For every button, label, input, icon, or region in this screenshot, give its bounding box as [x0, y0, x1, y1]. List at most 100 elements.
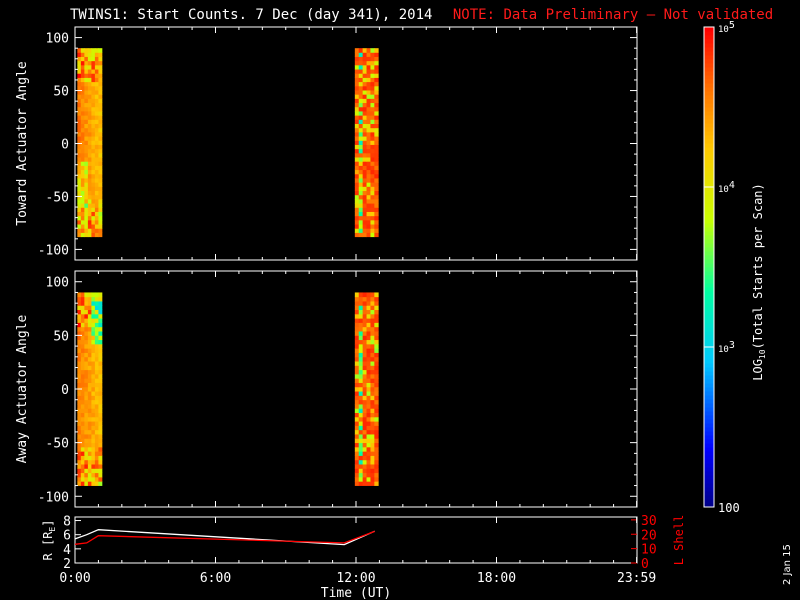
heatmap-cell — [84, 348, 89, 353]
heatmap-cell — [374, 412, 379, 418]
heatmap-cell — [94, 178, 99, 183]
heatmap-cell — [91, 296, 96, 302]
heatmap-cell — [94, 404, 99, 409]
heatmap-cell — [84, 305, 89, 311]
heatmap-cell — [91, 343, 96, 349]
heatmap-cell — [87, 429, 92, 435]
heatmap-cell — [370, 429, 375, 435]
heatmap-cell — [87, 365, 92, 371]
heatmap-cell — [98, 468, 103, 474]
heatmap-cell — [362, 152, 367, 158]
heatmap-cell — [80, 182, 85, 187]
heatmap-cell — [374, 232, 379, 238]
heatmap-cell — [84, 123, 89, 129]
heatmap-cell — [374, 356, 379, 362]
heatmap-cell — [87, 144, 92, 150]
colorbar-segment — [704, 471, 714, 476]
colorbar-segment — [704, 215, 714, 220]
heatmap-cell — [354, 421, 360, 426]
heatmap-cell — [358, 194, 364, 200]
heatmap-cell — [94, 356, 99, 362]
heatmap-cell — [362, 339, 367, 345]
heatmap-cell — [84, 228, 89, 233]
heatmap-cell — [77, 123, 82, 129]
heatmap-cell — [374, 468, 379, 474]
heatmap-cell — [94, 224, 99, 229]
heatmap-cell — [80, 404, 85, 409]
heatmap-cell — [77, 339, 82, 345]
heatmap-cell — [98, 173, 103, 179]
heatmap-cell — [77, 313, 82, 319]
heatmap-cell — [87, 73, 92, 78]
heatmap-cell — [87, 305, 92, 311]
heatmap-cell — [84, 207, 89, 212]
heatmap-cell — [87, 127, 92, 133]
heatmap-cell — [362, 232, 367, 238]
heatmap-cell — [84, 421, 89, 426]
heatmap-cell — [80, 178, 85, 183]
heatmap-cell — [358, 81, 364, 87]
heatmap-cell — [80, 60, 85, 66]
colorbar-segment — [704, 483, 714, 488]
heatmap-cell — [77, 136, 82, 141]
heatmap-cell — [358, 228, 364, 233]
heatmap-cell — [98, 352, 103, 358]
heatmap-cell — [77, 335, 82, 341]
heatmap-cell — [84, 343, 89, 349]
heatmap-cell — [80, 169, 85, 175]
heatmap-cell — [91, 228, 96, 233]
heatmap-cell — [87, 476, 92, 482]
heatmap-cell — [77, 446, 82, 452]
heatmap-cell — [354, 296, 360, 302]
heatmap-cell — [91, 399, 96, 405]
heatmap-cell — [94, 169, 99, 175]
heatmap-cell — [98, 207, 103, 212]
heatmap-cell — [354, 215, 360, 221]
heatmap-cell — [87, 232, 92, 238]
heatmap-cell — [374, 81, 379, 87]
heatmap-cell — [91, 464, 96, 469]
heatmap-cell — [94, 115, 99, 120]
heatmap-cell — [87, 348, 92, 353]
colorbar-segment — [704, 175, 714, 180]
colorbar-segment — [704, 479, 714, 484]
x-tick-label: 18:00 — [477, 571, 516, 586]
heatmap-cell — [91, 232, 96, 238]
heatmap-cell — [358, 52, 364, 57]
heatmap-cell — [362, 425, 367, 431]
heatmap-cell — [98, 318, 103, 323]
heatmap-cell — [366, 52, 371, 57]
colorbar-segment — [704, 435, 714, 440]
colorbar-segment — [704, 403, 714, 408]
heatmap-cell — [91, 203, 96, 208]
heatmap-cell — [84, 136, 89, 141]
heatmap-cell — [354, 199, 360, 204]
heatmap-cell — [84, 391, 89, 396]
heatmap-cell — [91, 148, 96, 154]
heatmap-cell — [374, 365, 379, 371]
heatmap-cell — [370, 386, 375, 392]
heatmap-cell — [358, 56, 364, 62]
heatmap-cell — [370, 451, 375, 456]
heatmap-cell — [77, 468, 82, 474]
heatmap-cell — [374, 391, 379, 396]
heatmap-cell — [374, 352, 379, 358]
heatmap-cell — [98, 182, 103, 187]
heatmap-cell — [80, 115, 85, 120]
heatmap-cell — [370, 127, 375, 133]
heatmap-cell — [362, 102, 367, 108]
heatmap-cell — [362, 318, 367, 323]
heatmap-cell — [80, 186, 85, 192]
heatmap-cell — [87, 152, 92, 158]
heatmap-cell — [374, 157, 379, 162]
heatmap-cell — [370, 98, 375, 104]
heatmap-cell — [98, 459, 103, 465]
heatmap-cell — [366, 123, 371, 129]
heatmap-cell — [84, 94, 89, 99]
heatmap-cell — [358, 178, 364, 183]
heatmap-cell — [94, 131, 99, 137]
heatmap-cell — [374, 199, 379, 204]
heatmap-cell — [94, 343, 99, 349]
heatmap-cell — [87, 81, 92, 87]
heatmap-cell — [77, 48, 82, 53]
